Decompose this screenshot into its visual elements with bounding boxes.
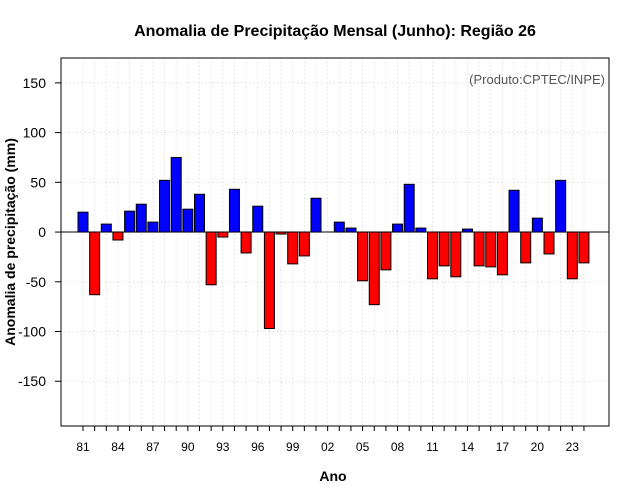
x-tick-label: 84 xyxy=(111,440,125,454)
bar-1985 xyxy=(124,210,136,233)
bar-2018 xyxy=(508,189,520,233)
x-tick-label: 90 xyxy=(181,440,195,454)
bar-1995 xyxy=(240,231,252,254)
bar-2003 xyxy=(333,221,345,233)
bar-1999 xyxy=(287,231,299,265)
bar-2014 xyxy=(461,228,473,233)
bar-2013 xyxy=(450,231,462,278)
y-axis: -150 -100 -50 0 50 100 150 xyxy=(18,75,61,389)
y-tick-label: 150 xyxy=(23,75,47,91)
x-tick-label: 02 xyxy=(321,440,335,454)
y-axis-title: Anomalia de precipitação (mm) xyxy=(2,138,18,346)
x-tick-label: 05 xyxy=(356,440,370,454)
x-tick-label: 11 xyxy=(426,440,439,454)
bar-2007 xyxy=(380,231,392,271)
bar-2011 xyxy=(427,231,438,280)
bar-1982 xyxy=(89,231,101,296)
bar-1991 xyxy=(194,193,205,233)
bar-2001 xyxy=(310,197,322,233)
bar-2023 xyxy=(566,231,578,280)
bar-1981 xyxy=(77,211,89,233)
x-tick-label: 23 xyxy=(566,440,580,454)
bar-2015 xyxy=(473,231,485,267)
y-tick-label: -50 xyxy=(26,274,46,290)
bar-2020 xyxy=(531,217,543,233)
bar-1997 xyxy=(263,231,275,330)
bars xyxy=(77,156,590,330)
bar-1988 xyxy=(159,179,171,233)
y-tick-label: -100 xyxy=(18,324,46,340)
bar-2012 xyxy=(438,231,450,267)
bar-1990 xyxy=(182,208,194,233)
bar-1987 xyxy=(147,221,159,233)
x-axis: 81 84 87 90 93 96 99 02 05 08 11 14 17 20 23 xyxy=(76,426,585,454)
bar-2000 xyxy=(298,231,310,257)
bar-2006 xyxy=(368,231,380,306)
chart-title: Anomalia de Precipitação Mensal (Junho):… xyxy=(134,23,536,40)
x-tick-label: 99 xyxy=(286,440,300,454)
x-tick-label: 08 xyxy=(391,440,405,454)
bar-2024 xyxy=(578,231,590,264)
bar-1998 xyxy=(275,231,287,235)
bar-1993 xyxy=(217,231,229,238)
x-tick-label: 87 xyxy=(146,440,160,454)
x-tick-label: 96 xyxy=(251,440,265,454)
plot-frame xyxy=(60,57,610,427)
bar-1989 xyxy=(170,156,182,233)
bar-2005 xyxy=(357,231,369,282)
y-tick-label: 100 xyxy=(23,125,47,141)
bar-2009 xyxy=(403,183,415,233)
bar-2022 xyxy=(555,179,567,233)
x-tick-label: 81 xyxy=(76,440,90,454)
y-tick-label: 50 xyxy=(30,174,46,190)
credit-label: (Produto:CPTEC/INPE) xyxy=(469,72,605,87)
bar-2017 xyxy=(496,231,508,276)
bar-1986 xyxy=(135,203,147,233)
x-tick-label: 17 xyxy=(496,440,510,454)
bar-2021 xyxy=(543,231,555,255)
x-tick-label: 14 xyxy=(461,440,475,454)
x-axis-title: Ano xyxy=(319,468,346,484)
bar-1994 xyxy=(228,188,240,233)
x-tick-label: 93 xyxy=(216,440,230,454)
y-tick-label: -150 xyxy=(18,373,46,389)
bar-1996 xyxy=(252,205,264,233)
bar-2010 xyxy=(415,227,427,233)
bar-2008 xyxy=(392,223,404,233)
y-tick-label: 0 xyxy=(38,224,46,240)
bar-2004 xyxy=(345,227,357,233)
bar-2019 xyxy=(520,231,532,264)
bar-2016 xyxy=(485,231,497,268)
bar-1992 xyxy=(205,231,217,286)
bar-1984 xyxy=(112,231,124,241)
x-tick-label: 20 xyxy=(531,440,545,454)
bar-1983 xyxy=(100,223,112,233)
